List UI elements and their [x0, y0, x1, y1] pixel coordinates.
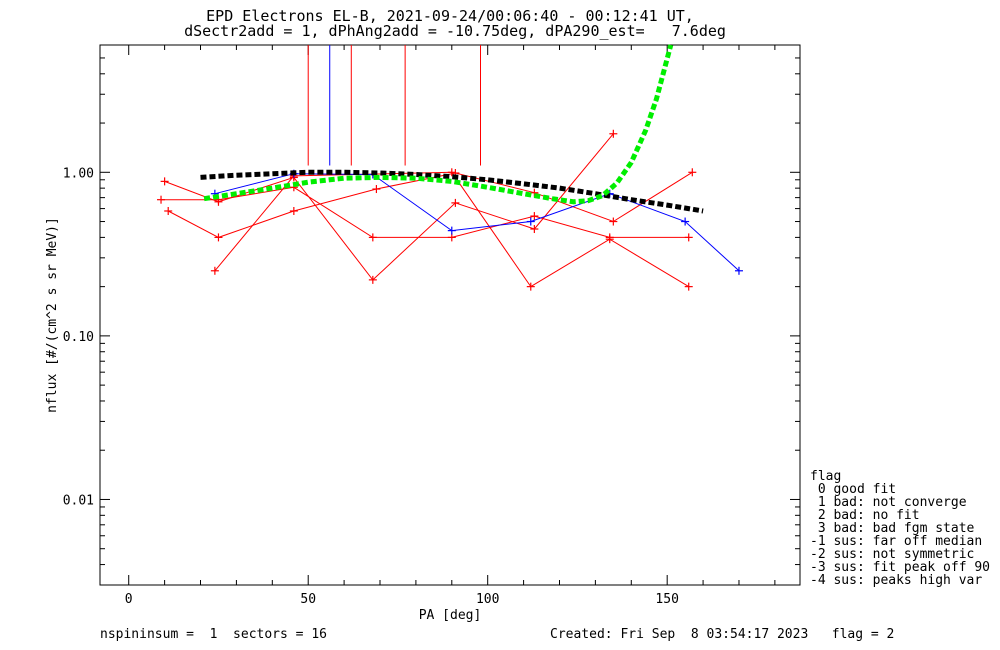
legend-item: -1 sus: far off median — [810, 534, 983, 549]
x-tick-label: 150 — [655, 592, 678, 607]
axes: 0 50 100 150 0.01 0.10 1.00 — [63, 44, 800, 607]
data-series-line — [214, 173, 740, 272]
fit-curve-line — [200, 169, 704, 214]
x-tick-label: 50 — [300, 592, 316, 607]
x-tick-label: 0 — [125, 592, 133, 607]
y-tick-label: 0.01 — [63, 493, 94, 508]
series-layer — [157, 44, 743, 291]
y-tick-label: 0.10 — [63, 330, 94, 345]
y-axis-label: nflux [#/(cm^2 s sr MeV)] — [45, 217, 60, 413]
legend-title: flag — [810, 469, 842, 484]
x-tick-label: 100 — [476, 592, 499, 607]
footer-info-right: Created: Fri Sep 8 03:54:17 2023 flag = … — [550, 627, 895, 642]
legend-item: 1 bad: not converge — [810, 495, 967, 510]
data-series-line — [164, 133, 614, 281]
legend-item: 2 bad: no fit — [810, 508, 920, 523]
y-tick-label: 1.00 — [63, 166, 94, 181]
legend-item: 3 bad: bad fgm state — [810, 521, 975, 536]
legend-item: -3 sus: fit peak off 90 — [810, 560, 991, 575]
flag-legend: flag 0 good fit 1 bad: not converge 2 ba… — [810, 470, 990, 587]
fit-curve-line — [203, 44, 674, 205]
chart-title-line-1: EPD Electrons EL-B, 2021-09-24/00:06:40 … — [206, 7, 694, 25]
x-axis-label: PA [deg] — [419, 608, 482, 623]
data-series-line — [167, 171, 693, 238]
legend-item: -4 sus: peaks high var — [810, 573, 983, 588]
legend-item: -2 sus: not symmetric — [810, 547, 975, 562]
legend-item: 0 good fit — [810, 482, 897, 497]
footer-info-left: nspininsum = 1 sectors = 16 — [100, 627, 327, 642]
vertical-markers — [307, 45, 482, 166]
plot-frame — [99, 44, 801, 586]
chart-title-line-2: dSectr2add = 1, dPhAng2add = -10.75deg, … — [184, 22, 726, 40]
data-series-line — [214, 171, 689, 288]
